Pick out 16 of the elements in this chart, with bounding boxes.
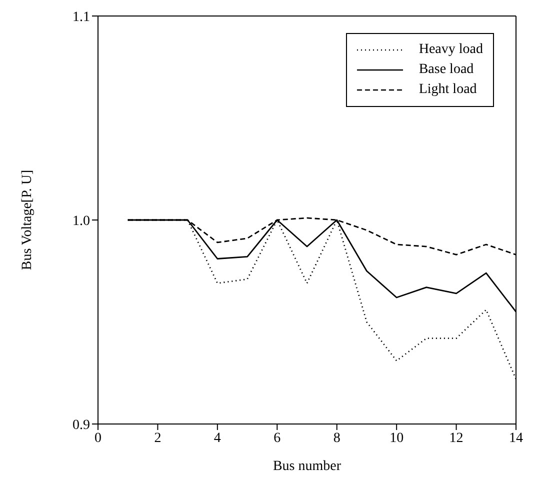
legend-label: Base load xyxy=(418,61,474,79)
x-tick-label: 2 xyxy=(154,430,162,446)
x-tick-label: 0 xyxy=(94,430,102,446)
legend-label: Heavy load xyxy=(418,41,483,59)
y-tick-label: 1.1 xyxy=(72,10,90,25)
x-tick-label: 6 xyxy=(274,430,281,446)
y-tick-label: 0.9 xyxy=(72,418,90,433)
x-tick-label: 14 xyxy=(509,430,523,446)
x-axis-title: Bus number xyxy=(272,459,342,474)
x-tick-label: 12 xyxy=(449,430,464,446)
x-tick-label: 10 xyxy=(390,430,404,446)
y-axis-title: Bus Voltage[P. U] xyxy=(20,170,35,270)
x-tick-label: 4 xyxy=(214,430,221,446)
x-tick-label: 8 xyxy=(333,430,340,446)
legend-label: Light load xyxy=(418,81,477,99)
y-tick-label: 1.0 xyxy=(72,214,90,229)
